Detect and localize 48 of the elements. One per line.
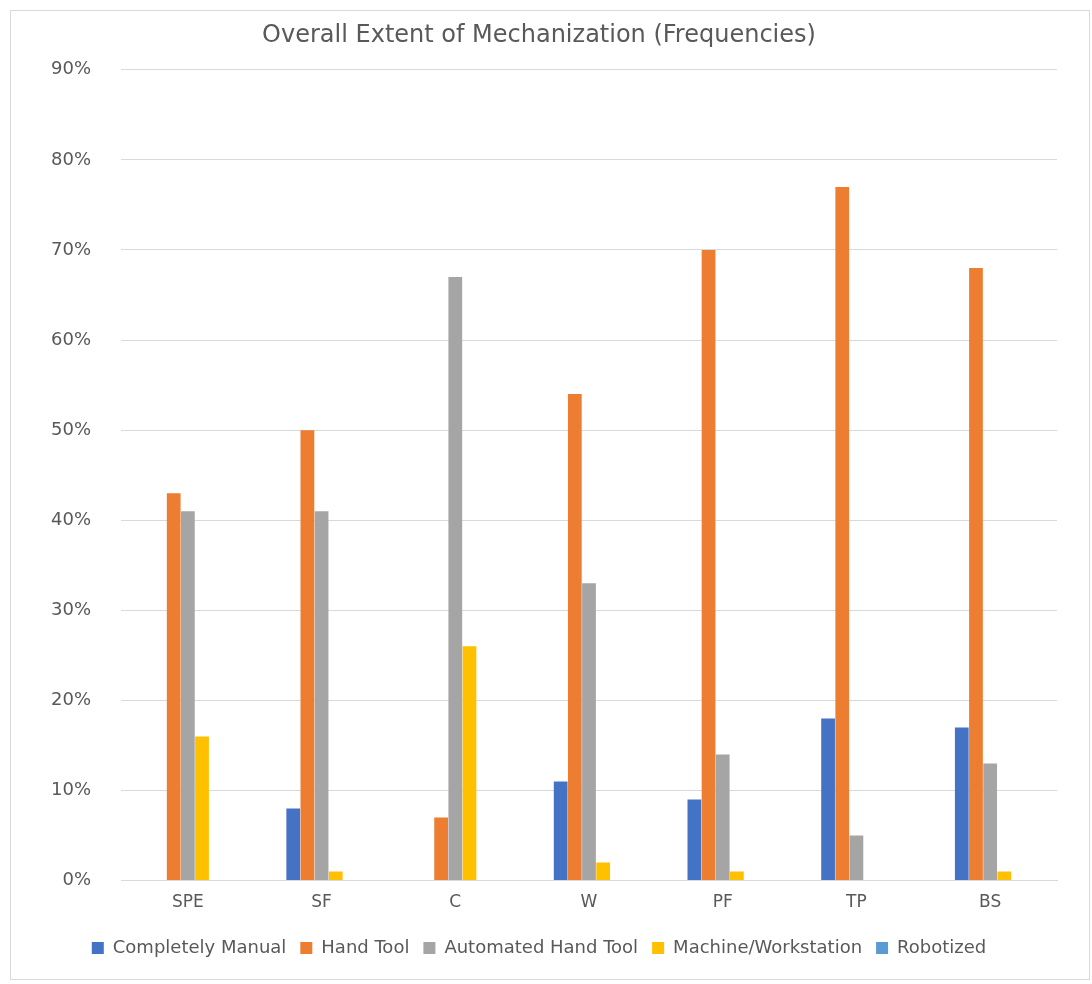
bar <box>997 871 1012 881</box>
legend-label: Automated Hand Tool <box>444 935 639 957</box>
bar <box>687 799 702 881</box>
y-tick-label: 50% <box>50 417 92 439</box>
x-tick-label: BS <box>979 891 1002 912</box>
x-tick-label: C <box>449 891 462 912</box>
bar <box>180 511 195 881</box>
bar <box>553 781 568 881</box>
bar <box>835 186 850 881</box>
bar <box>596 862 611 881</box>
y-tick-label: 0% <box>62 868 92 890</box>
x-tick-label: PF <box>712 891 733 912</box>
y-tick-label: 10% <box>50 778 92 800</box>
bar <box>954 727 969 881</box>
bar <box>849 835 864 881</box>
y-tick-label: 40% <box>50 507 92 529</box>
y-tick-label: 60% <box>50 327 92 349</box>
legend-label: Hand Tool <box>321 935 410 957</box>
bar <box>434 817 448 881</box>
bar <box>195 736 209 881</box>
bar <box>969 268 983 881</box>
bar <box>314 511 329 881</box>
chart-title: Overall Extent of Mechanization (Frequencies) <box>262 19 816 48</box>
y-tick-label: 20% <box>50 688 92 710</box>
bar <box>701 249 716 881</box>
legend-label: Robotized <box>897 935 987 957</box>
y-tick-label: 80% <box>50 147 92 169</box>
bar <box>328 871 343 881</box>
bar <box>582 583 596 881</box>
y-tick-label: 30% <box>50 598 92 620</box>
x-tick-label: W <box>580 891 598 912</box>
bar <box>730 871 744 881</box>
y-tick-label: 90% <box>50 57 92 79</box>
x-tick-label: TP <box>845 891 867 912</box>
bar <box>166 493 181 881</box>
bar <box>286 808 301 881</box>
bar <box>715 754 730 881</box>
legend-label: Machine/Workstation <box>673 935 863 957</box>
bar <box>821 718 835 881</box>
bar <box>448 277 463 881</box>
legend-label: Completely Manual <box>112 935 287 957</box>
bar <box>983 763 998 881</box>
y-tick-label: 70% <box>50 237 92 259</box>
bar <box>462 646 477 881</box>
bar <box>300 430 315 881</box>
bar <box>567 394 582 881</box>
x-tick-label: SPE <box>171 891 204 912</box>
x-tick-label: SF <box>311 891 332 912</box>
